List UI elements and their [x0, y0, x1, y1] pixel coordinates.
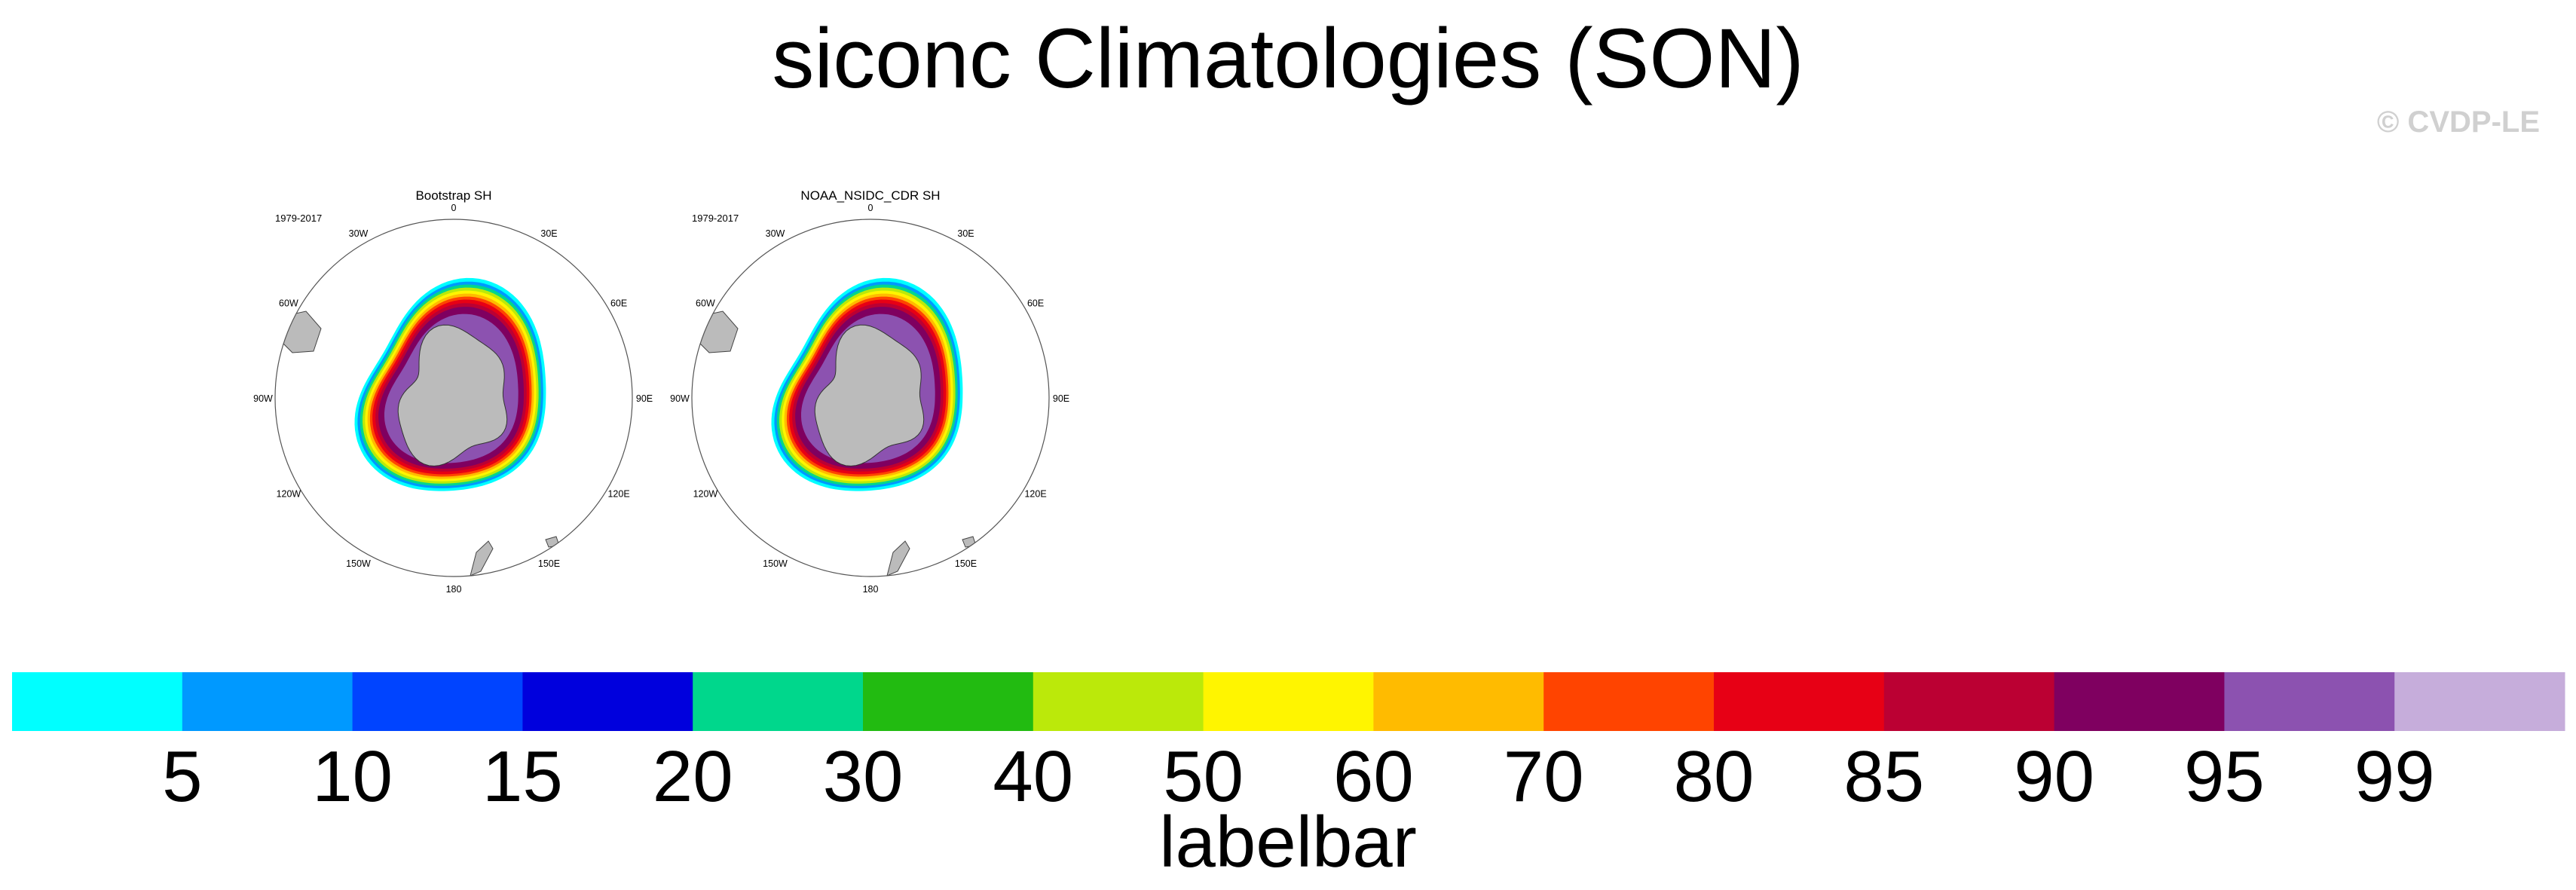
map-border [691, 219, 1050, 577]
colorbar-title: labelbar [1159, 802, 1417, 882]
colorbar-swatch [12, 672, 183, 731]
longitude-tick-label: 60W [279, 298, 298, 309]
longitude-tick-label: 150E [955, 558, 977, 569]
colorbar-tick-label: 90 [2014, 736, 2094, 817]
colorbar-swatch [693, 672, 864, 731]
colorbar-swatch [1714, 672, 1885, 731]
longitude-tick-label: 0 [451, 203, 457, 213]
watermark: © CVDP-LE [2376, 106, 2540, 139]
map-border [274, 219, 633, 577]
longitude-tick-label: 90E [1053, 393, 1069, 404]
longitude-tick-label: 120E [1024, 489, 1046, 500]
map-panels: Bootstrap SH 1979-2017 0 30E 60E 90E 120E 150E 1… [253, 188, 1069, 595]
colorbar-swatch [863, 672, 1034, 731]
longitude-tick-label: 150W [763, 558, 788, 569]
period-label: 1979-2017 [275, 213, 322, 224]
antarctica-land [814, 324, 925, 466]
colorbar: 5 10 15 20 30 40 50 60 70 80 85 90 95 99 labelbar [12, 672, 2565, 882]
colorbar-swatch [352, 672, 523, 731]
longitude-tick-label: 150E [538, 558, 560, 569]
colorbar-tick-label: 70 [1504, 736, 1584, 817]
longitude-tick-label: 90W [253, 393, 273, 404]
longitude-tick-label: 30W [766, 228, 785, 239]
colorbar-tick-label: 60 [1333, 736, 1414, 817]
longitude-tick-label: 180 [863, 584, 879, 595]
new-zealand-land [470, 540, 494, 577]
longitude-tick-label: 120W [693, 489, 718, 500]
colorbar-tick-label: 40 [993, 736, 1073, 817]
longitude-tick-label: 150W [346, 558, 371, 569]
longitude-tick-label: 60W [696, 298, 715, 309]
panel-title: Bootstrap SH [415, 188, 491, 203]
longitude-tick-label: 30E [957, 228, 974, 239]
colorbar-swatch [1373, 672, 1544, 731]
colorbar-tick-label: 95 [2184, 736, 2265, 817]
longitude-tick-label: 60E [610, 298, 627, 309]
colorbar-tick-label: 30 [823, 736, 904, 817]
colorbar-swatch [182, 672, 353, 731]
colorbar-tick-label: 15 [482, 736, 563, 817]
longitude-tick-label: 90E [636, 393, 653, 404]
colorbar-tick-label: 80 [1674, 736, 1755, 817]
longitude-tick-label: 60E [1027, 298, 1044, 309]
colorbar-tick-label: 99 [2354, 736, 2435, 817]
colorbar-tick-label: 5 [162, 736, 202, 817]
colorbar-tick-label: 10 [312, 736, 393, 817]
colorbar-swatch [1883, 672, 2055, 731]
colorbar-swatch [1543, 672, 1715, 731]
colorbar-swatch [2054, 672, 2225, 731]
longitude-tick-label: 0 [868, 203, 873, 213]
longitude-tick-label: 180 [446, 584, 462, 595]
figure-title: siconc Climatologies (SON) [772, 11, 1804, 106]
colorbar-tick-label: 20 [653, 736, 733, 817]
colorbar-swatch [1203, 672, 1374, 731]
map-panel: NOAA_NSIDC_CDR SH 1979-2017 0 30E 60E 90E 120E… [670, 188, 1069, 595]
colorbar-swatch [522, 672, 693, 731]
new-zealand-land [886, 540, 910, 577]
panel-title: NOAA_NSIDC_CDR SH [800, 188, 940, 203]
colorbar-tick-label: 50 [1163, 736, 1244, 817]
longitude-tick-label: 90W [670, 393, 690, 404]
antarctica-land [397, 324, 508, 466]
colorbar-swatch [2224, 672, 2395, 731]
map-panel: Bootstrap SH 1979-2017 0 30E 60E 90E 120E 150E 1… [253, 188, 653, 595]
colorbar-swatch [2394, 672, 2565, 731]
longitude-tick-label: 30E [540, 228, 557, 239]
colorbar-tick-label: 85 [1843, 736, 1924, 817]
longitude-tick-label: 120E [607, 489, 629, 500]
longitude-tick-label: 30W [349, 228, 369, 239]
longitude-tick-label: 120W [277, 489, 301, 500]
colorbar-swatch [1033, 672, 1204, 731]
period-label: 1979-2017 [692, 213, 739, 224]
